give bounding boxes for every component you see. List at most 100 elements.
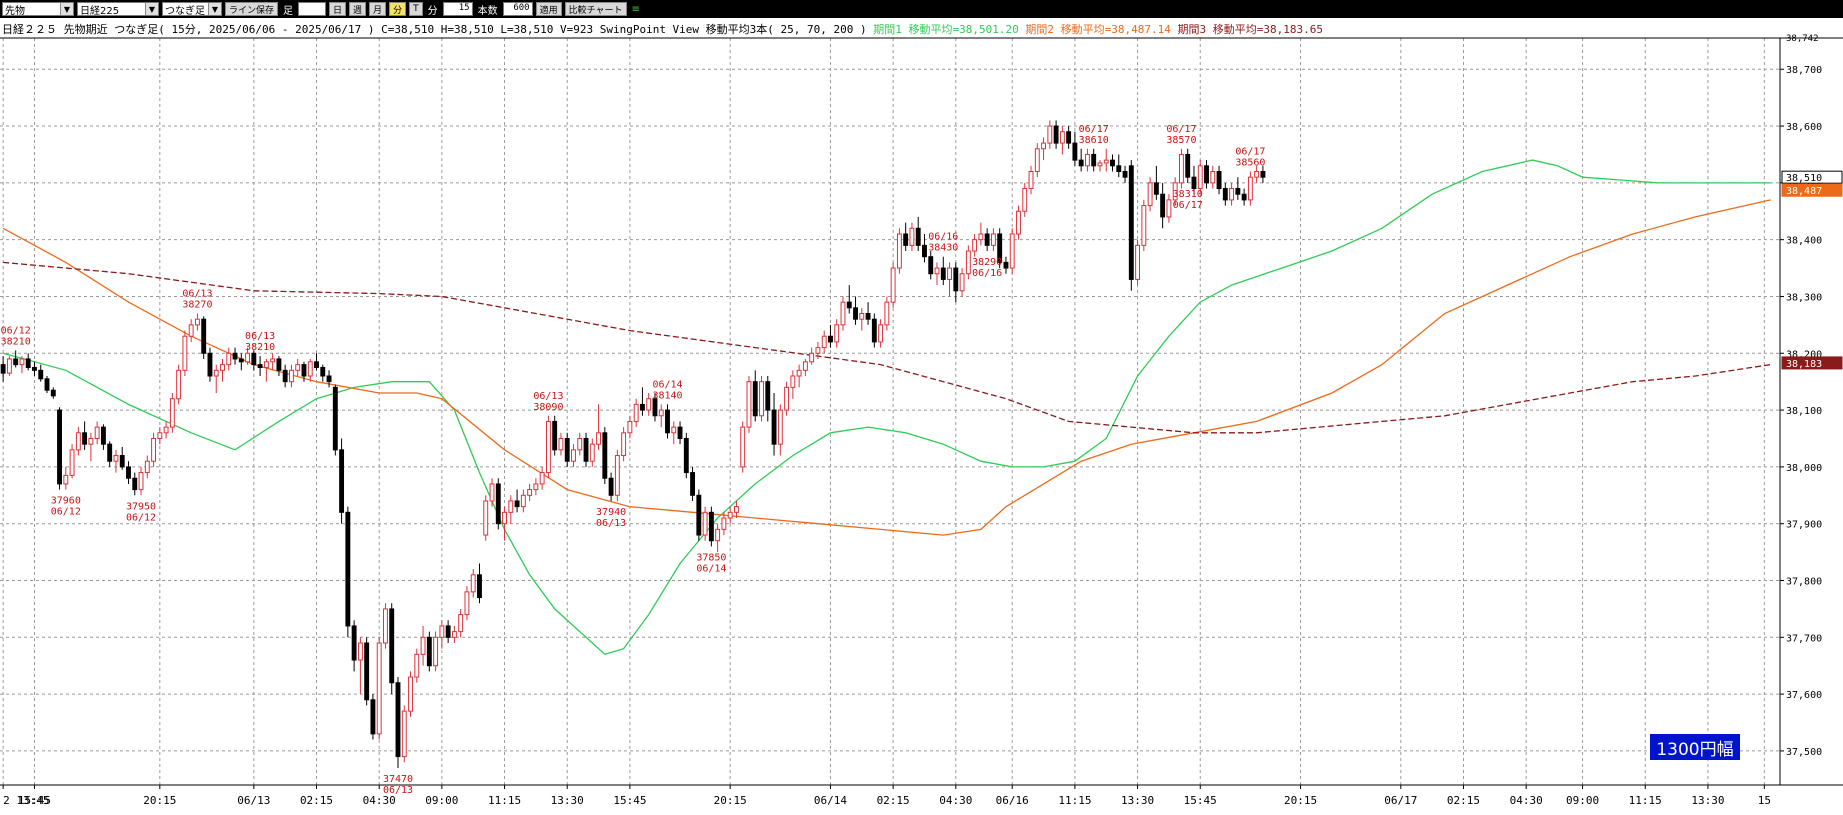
save-line-button[interactable]: ライン保存 <box>225 2 279 16</box>
candle-body <box>107 443 113 462</box>
candle-down <box>251 350 257 371</box>
candle-up <box>489 478 495 507</box>
candle-down <box>345 506 351 638</box>
candle-body <box>508 500 514 513</box>
swing-low-price: 37940 <box>596 507 626 518</box>
candle-body <box>270 358 276 363</box>
candle-down <box>132 472 138 496</box>
candle-down <box>339 438 345 524</box>
candle-up <box>383 603 388 649</box>
candle-up <box>1229 182 1235 206</box>
candle-body <box>1122 170 1128 178</box>
candle-body <box>915 227 921 246</box>
candle-up <box>545 415 551 479</box>
candle-body <box>445 625 451 638</box>
candle-body <box>376 642 382 735</box>
candle-body <box>777 409 783 445</box>
candle-down <box>997 228 1003 269</box>
candle-body <box>489 483 495 502</box>
candle-up <box>909 222 915 252</box>
week-button[interactable]: 週 <box>349 2 367 16</box>
chart-lines-icon[interactable]: ≡ <box>631 3 640 15</box>
candle-body <box>1016 210 1021 235</box>
candle-body <box>1128 165 1134 280</box>
tick-button[interactable]: T <box>409 2 423 16</box>
candle-body <box>1185 153 1191 178</box>
candles <box>0 120 1266 768</box>
candle-body <box>740 426 746 468</box>
price-tag-label: 38,510 <box>1786 173 1822 184</box>
candle-body <box>589 443 595 462</box>
candle-body <box>1153 182 1159 195</box>
candle-body <box>1041 142 1046 150</box>
candle-down <box>690 466 696 501</box>
candle-down <box>1053 120 1059 149</box>
candle-body <box>940 267 946 280</box>
candle-body <box>100 426 106 445</box>
candle-up <box>420 625 426 666</box>
candle-body <box>295 364 301 371</box>
y-tick-label: 37,900 <box>1786 520 1822 531</box>
market-select[interactable]: 先物 ▼ <box>2 2 74 17</box>
x-tick-label: 15:45 <box>613 794 646 807</box>
swing-high-price: 38090 <box>533 402 563 413</box>
candle-body <box>339 449 345 513</box>
minute-label: 分 <box>427 5 438 17</box>
candle-down <box>126 461 131 484</box>
swing-low-date: 06/12 <box>51 507 81 518</box>
price-tag-box <box>1781 170 1843 184</box>
month-button[interactable]: 月 <box>369 2 387 16</box>
candle-up <box>527 483 533 501</box>
candle-body <box>345 511 351 627</box>
candle-down <box>201 316 207 359</box>
candle-up <box>965 245 971 280</box>
candle-up <box>896 228 902 274</box>
compare-chart-button[interactable]: 比較チャート <box>564 2 627 16</box>
candle-down <box>276 356 282 376</box>
candle-body <box>972 239 978 252</box>
chart-kind-select[interactable]: つなぎ足 ▼ <box>162 2 222 17</box>
candle-down <box>1066 126 1072 149</box>
day-button[interactable]: 日 <box>329 2 347 16</box>
minute-button[interactable]: 分 <box>389 2 407 16</box>
candle-body <box>1078 159 1084 167</box>
apply-button[interactable]: 適用 <box>535 2 562 16</box>
candle-body <box>50 389 56 397</box>
candle-up <box>464 586 470 621</box>
candle-up <box>63 466 69 490</box>
x-tick-label: 15:45 <box>18 794 51 807</box>
candle-up <box>176 364 182 405</box>
count-input[interactable]: 600 <box>502 2 533 16</box>
candle-body <box>796 369 802 377</box>
candle-up <box>727 506 733 524</box>
candle-down <box>207 347 213 382</box>
candle-body <box>959 273 965 292</box>
candle-body <box>1022 188 1028 212</box>
candle-up <box>75 427 81 456</box>
candle-up <box>990 228 996 252</box>
candle-down <box>1160 182 1166 229</box>
candle-body <box>1103 159 1109 164</box>
candle-down <box>771 393 777 456</box>
candle-down <box>0 356 6 382</box>
candle-up <box>458 608 464 638</box>
candle-up <box>1022 182 1028 217</box>
candle-body <box>884 301 890 326</box>
candle-body <box>182 335 188 371</box>
candle-body <box>0 364 6 374</box>
candle-body <box>646 398 652 411</box>
candle-up <box>577 432 583 456</box>
candle-body <box>307 361 313 377</box>
bar-input[interactable] <box>298 2 327 16</box>
swing-low-price: 37950 <box>126 501 156 512</box>
y-tick-label: 38,000 <box>1786 463 1822 474</box>
candle-body <box>821 335 827 349</box>
symbol-select[interactable]: 日経225 ▼ <box>77 2 159 17</box>
swing-high-date: 06/17 <box>1166 124 1196 135</box>
candle-body <box>94 426 100 439</box>
candle-up <box>502 506 507 541</box>
x-tick-label: 02:15 <box>1447 794 1480 807</box>
swing-high-date: 06/12 <box>1 325 31 336</box>
interval-input[interactable]: 15 <box>442 2 473 16</box>
